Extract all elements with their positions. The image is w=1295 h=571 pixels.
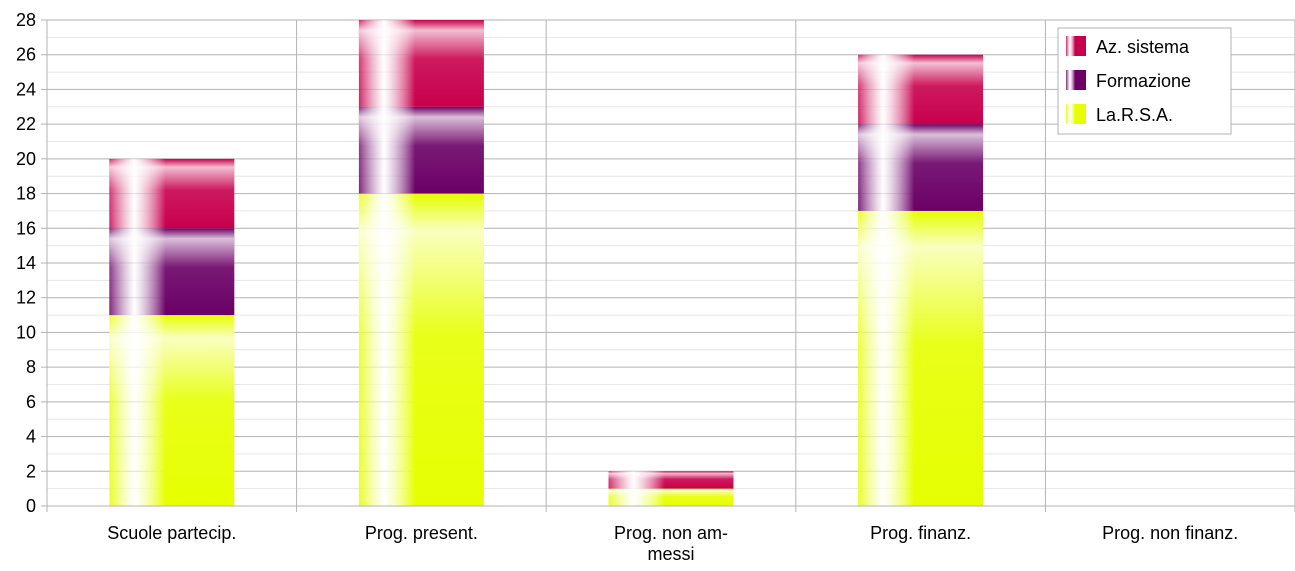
legend: Az. sistema Formazione La.R.S.A. bbox=[1057, 27, 1232, 135]
x-category-label: Prog. non finanz. bbox=[1102, 523, 1238, 543]
legend-label: Formazione bbox=[1096, 71, 1191, 91]
bars bbox=[109, 20, 984, 507]
bar-highlight bbox=[109, 158, 235, 229]
legend-label: Az. sistema bbox=[1096, 37, 1190, 57]
bar-highlight bbox=[858, 54, 984, 125]
y-tick-label: 8 bbox=[26, 357, 36, 377]
y-tick-label: 12 bbox=[16, 288, 36, 308]
y-tick-label: 0 bbox=[26, 496, 36, 516]
y-tick-label: 4 bbox=[26, 427, 36, 447]
bar-highlight bbox=[858, 210, 984, 506]
y-tick-label: 16 bbox=[16, 218, 36, 238]
y-tick-label: 28 bbox=[16, 10, 36, 30]
y-tick-label: 22 bbox=[16, 114, 36, 134]
x-category-label: Prog. non am-messi bbox=[614, 523, 728, 564]
y-tick-label: 2 bbox=[26, 461, 36, 481]
legend-swatch bbox=[1066, 36, 1086, 56]
bar-highlight bbox=[608, 471, 734, 489]
legend-label: La.R.S.A. bbox=[1096, 105, 1173, 125]
y-tick-label: 14 bbox=[16, 253, 36, 273]
y-tick-label: 20 bbox=[16, 149, 36, 169]
x-category-label: Prog. finanz. bbox=[870, 523, 971, 543]
y-tick-label: 10 bbox=[16, 322, 36, 342]
legend-box bbox=[1057, 27, 1232, 135]
y-tick-label: 6 bbox=[26, 392, 36, 412]
x-category-label: Prog. present. bbox=[365, 523, 478, 543]
bar-highlight bbox=[358, 106, 484, 194]
legend-swatch bbox=[1066, 70, 1086, 90]
legend-swatch bbox=[1066, 104, 1086, 124]
y-tick-label: 18 bbox=[16, 184, 36, 204]
bar-highlight bbox=[109, 228, 235, 316]
bar-highlight bbox=[858, 124, 984, 211]
x-axis: Scuole partecip. Prog. present. Prog. non … bbox=[47, 505, 1295, 564]
x-category-label: Scuole partecip. bbox=[107, 523, 236, 543]
y-tick-label: 26 bbox=[16, 45, 36, 65]
bar-highlight bbox=[109, 315, 235, 506]
bar-highlight bbox=[608, 488, 734, 506]
bar-highlight bbox=[358, 20, 484, 107]
bar-highlight bbox=[358, 193, 484, 507]
y-tick-label: 24 bbox=[16, 79, 36, 99]
